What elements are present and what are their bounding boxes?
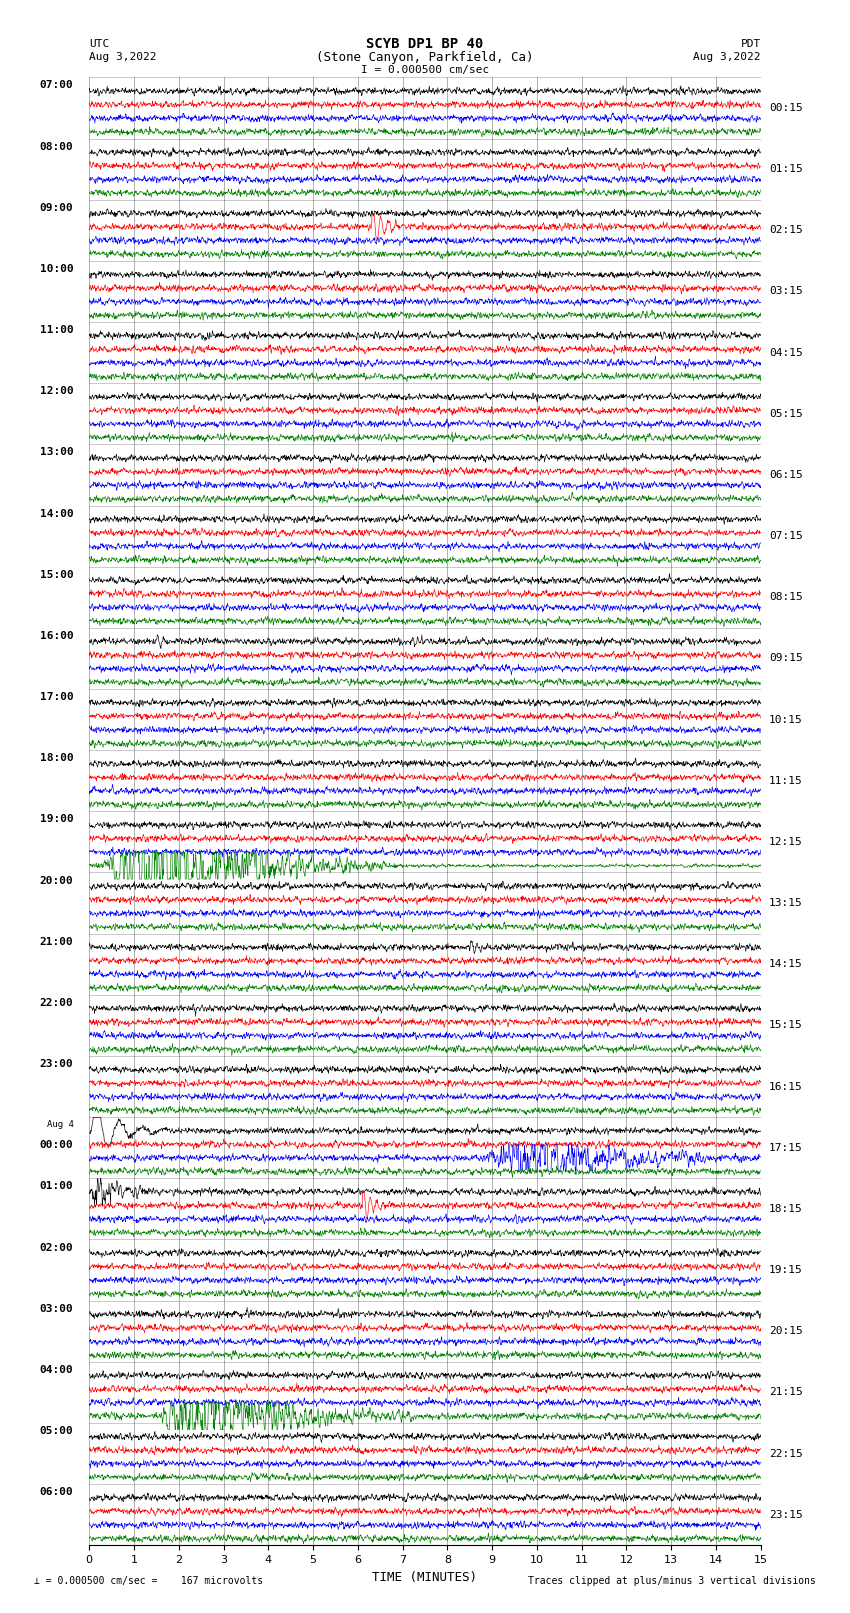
Text: 20:00: 20:00 [40,876,74,886]
Text: 23:00: 23:00 [40,1060,74,1069]
Text: 09:00: 09:00 [40,203,74,213]
Text: 03:00: 03:00 [40,1303,74,1313]
Text: 15:15: 15:15 [768,1021,802,1031]
Text: 18:15: 18:15 [768,1203,802,1215]
Text: 00:15: 00:15 [768,103,802,113]
Text: 11:00: 11:00 [40,326,74,336]
Text: 10:00: 10:00 [40,265,74,274]
Text: PDT: PDT [740,39,761,50]
Text: (Stone Canyon, Parkfield, Ca): (Stone Canyon, Parkfield, Ca) [316,50,534,65]
Text: UTC: UTC [89,39,110,50]
Text: Aug 3,2022: Aug 3,2022 [694,52,761,63]
Text: 08:15: 08:15 [768,592,802,602]
Text: I = 0.000500 cm/sec: I = 0.000500 cm/sec [361,65,489,76]
Text: 05:15: 05:15 [768,408,802,419]
Text: 16:00: 16:00 [40,631,74,640]
Text: 14:00: 14:00 [40,508,74,519]
Text: 06:15: 06:15 [768,469,802,481]
Text: 21:15: 21:15 [768,1387,802,1397]
Text: 18:00: 18:00 [40,753,74,763]
Text: 11:15: 11:15 [768,776,802,786]
Text: 13:15: 13:15 [768,898,802,908]
Text: 23:15: 23:15 [768,1510,802,1519]
Text: 12:15: 12:15 [768,837,802,847]
Text: ⊥ = 0.000500 cm/sec =    167 microvolts: ⊥ = 0.000500 cm/sec = 167 microvolts [34,1576,264,1586]
Text: 07:00: 07:00 [40,81,74,90]
Text: 01:00: 01:00 [40,1181,74,1192]
Text: 00:00: 00:00 [40,1140,74,1150]
Text: 10:15: 10:15 [768,715,802,724]
Text: Traces clipped at plus/minus 3 vertical divisions: Traces clipped at plus/minus 3 vertical … [528,1576,816,1586]
Text: 17:00: 17:00 [40,692,74,702]
Text: 04:15: 04:15 [768,348,802,358]
Text: 22:15: 22:15 [768,1448,802,1458]
Text: Aug 4: Aug 4 [47,1119,74,1129]
X-axis label: TIME (MINUTES): TIME (MINUTES) [372,1571,478,1584]
Text: 04:00: 04:00 [40,1365,74,1374]
Text: 02:15: 02:15 [768,226,802,235]
Text: 14:15: 14:15 [768,960,802,969]
Text: 01:15: 01:15 [768,165,802,174]
Text: 16:15: 16:15 [768,1082,802,1092]
Text: 17:15: 17:15 [768,1142,802,1153]
Text: 03:15: 03:15 [768,287,802,297]
Text: 15:00: 15:00 [40,569,74,579]
Text: 08:00: 08:00 [40,142,74,152]
Text: Aug 3,2022: Aug 3,2022 [89,52,156,63]
Text: SCYB DP1 BP 40: SCYB DP1 BP 40 [366,37,484,52]
Text: 21:00: 21:00 [40,937,74,947]
Text: 13:00: 13:00 [40,447,74,458]
Text: 07:15: 07:15 [768,531,802,540]
Text: 02:00: 02:00 [40,1242,74,1253]
Text: 06:00: 06:00 [40,1487,74,1497]
Text: 09:15: 09:15 [768,653,802,663]
Text: 19:15: 19:15 [768,1265,802,1274]
Text: 12:00: 12:00 [40,386,74,397]
Text: 20:15: 20:15 [768,1326,802,1336]
Text: 05:00: 05:00 [40,1426,74,1436]
Text: 22:00: 22:00 [40,998,74,1008]
Text: 19:00: 19:00 [40,815,74,824]
